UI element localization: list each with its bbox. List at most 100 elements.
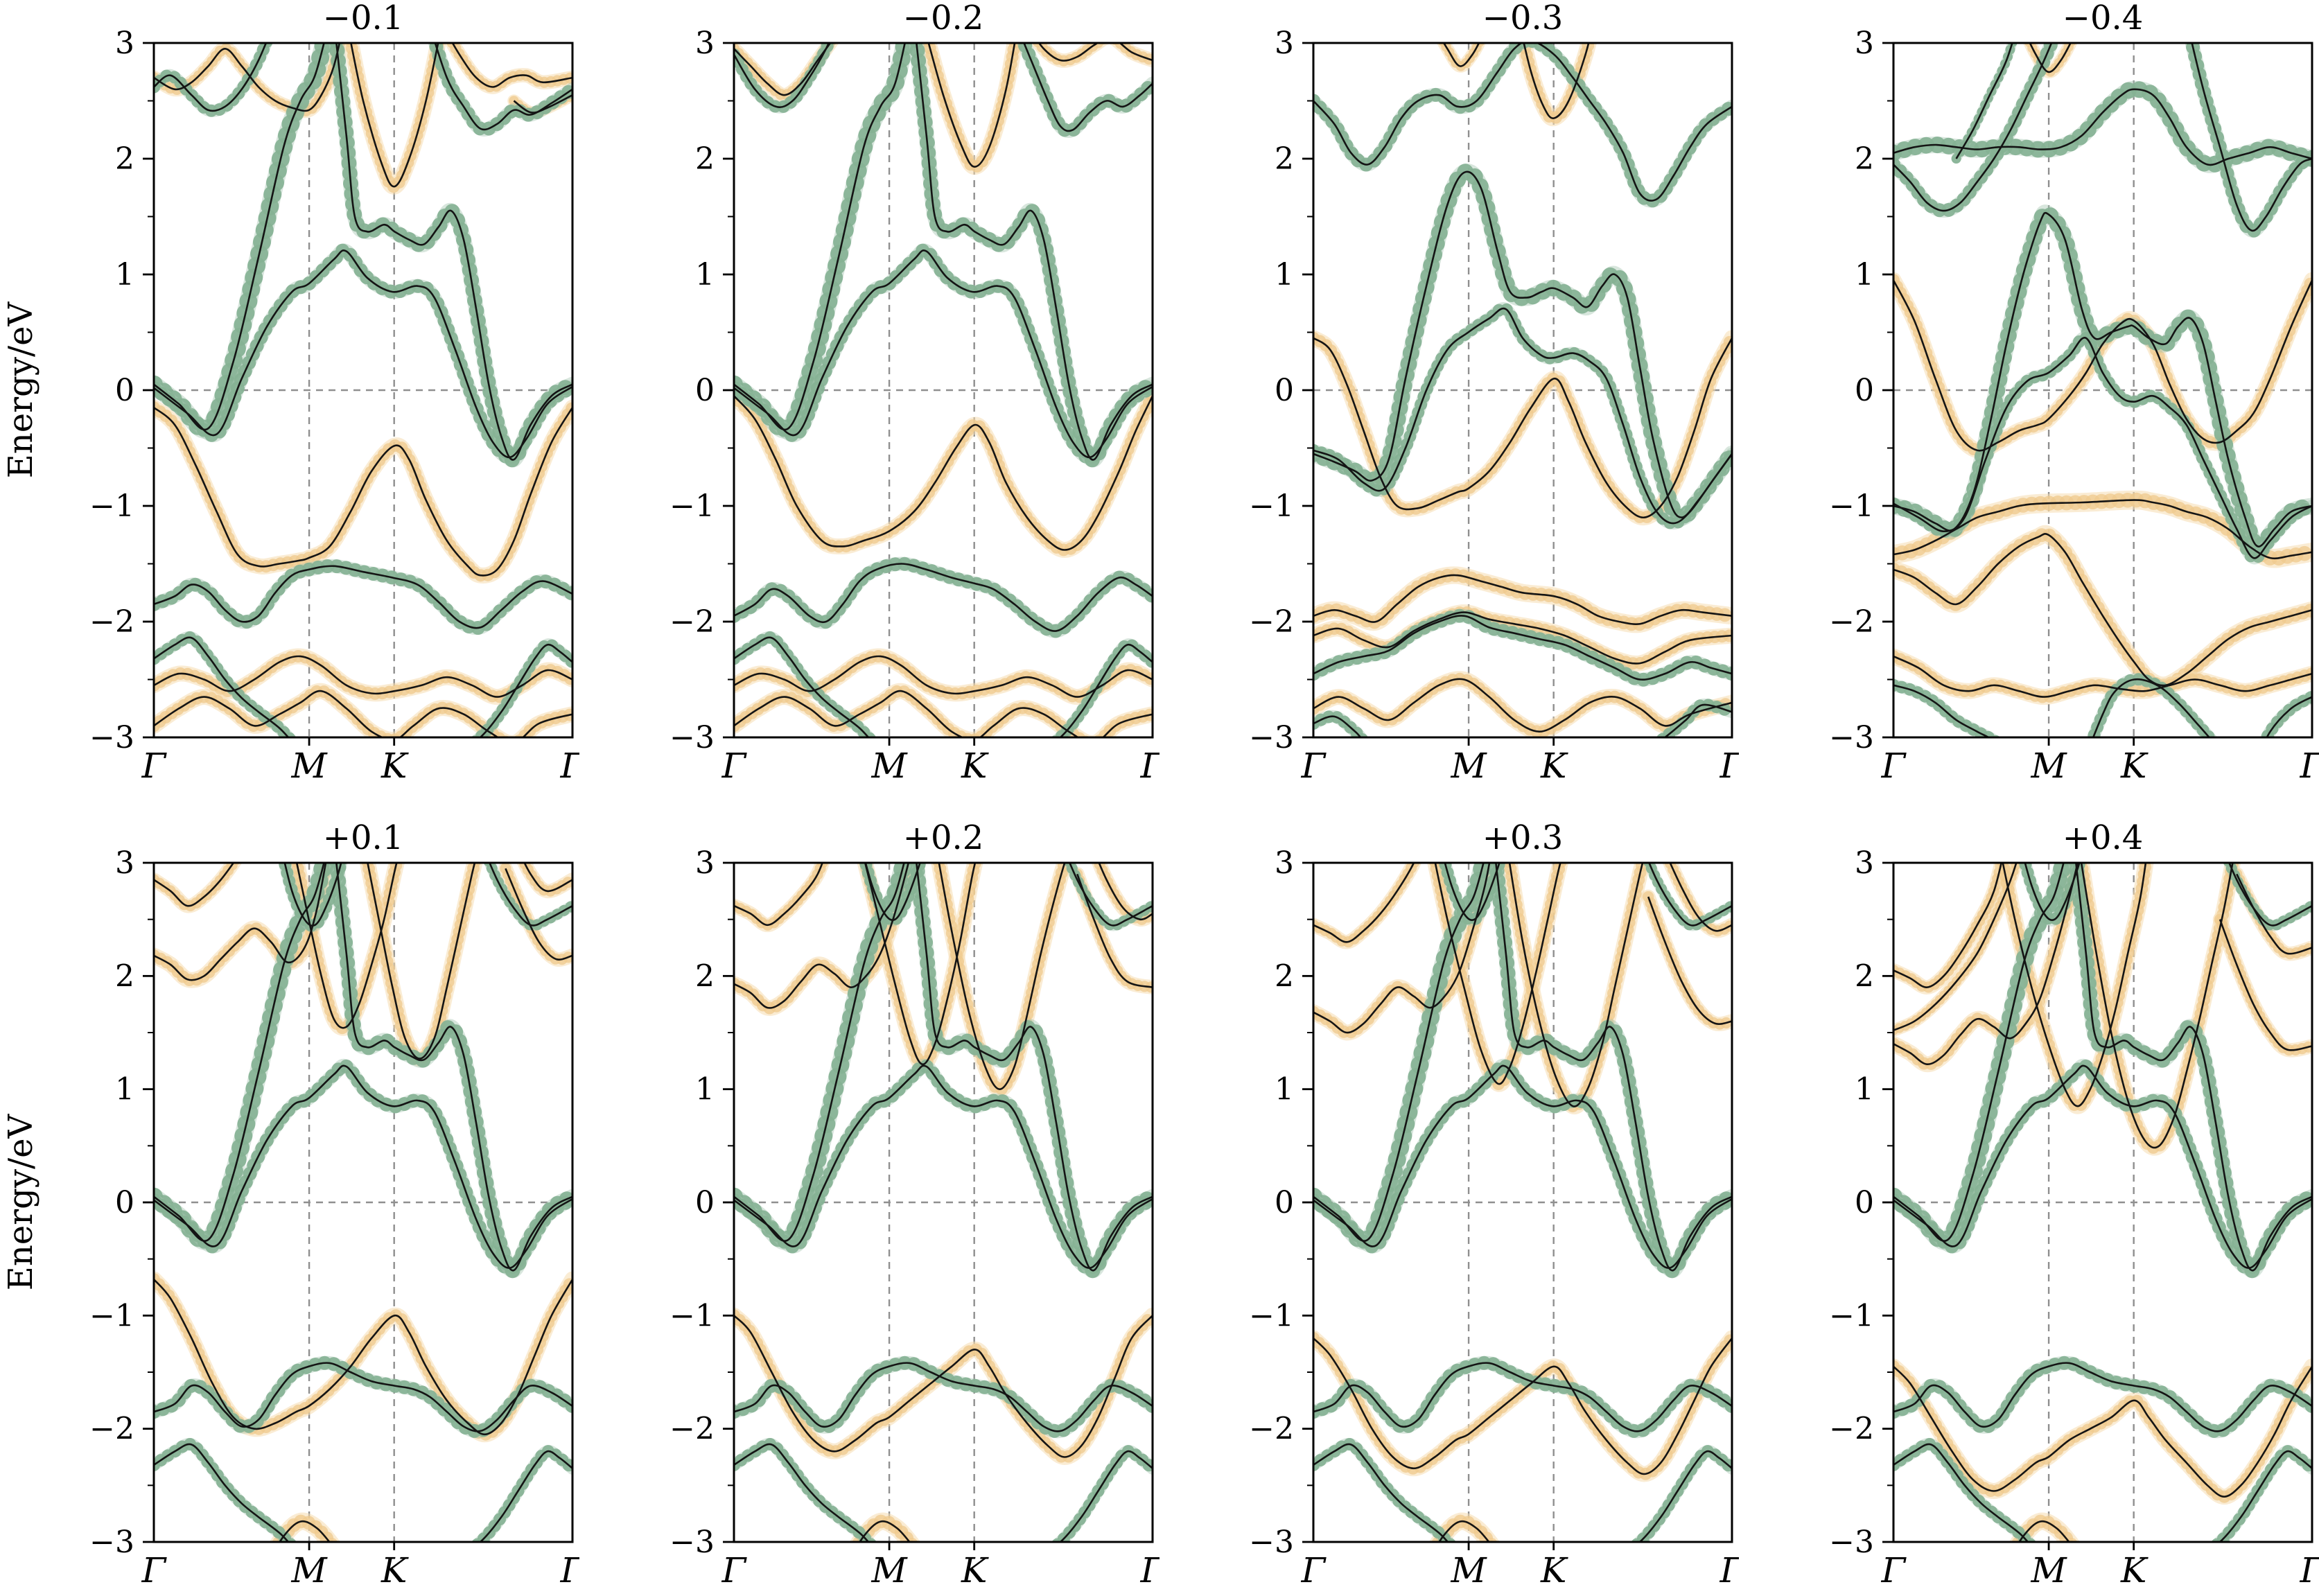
svg-text:K: K — [1540, 746, 1568, 786]
band-line — [2236, 873, 2312, 955]
x-tick-labels: ΓMKΓ — [1881, 746, 2319, 786]
band-line — [1313, 43, 1732, 202]
svg-text:Γ: Γ — [721, 746, 748, 786]
svg-text:−2: −2 — [1829, 604, 1874, 640]
green-band-markers — [329, 863, 572, 1279]
band-line — [488, 863, 572, 927]
band-line — [1893, 88, 2312, 166]
svg-text:1: 1 — [695, 1072, 715, 1107]
orange-band-markers — [154, 1273, 572, 1441]
band-line — [154, 1443, 572, 1542]
band-line — [916, 43, 1153, 461]
x-tick-labels: ΓMKΓ — [721, 746, 1160, 786]
band-line — [734, 43, 830, 108]
green-band-markers — [734, 1438, 1153, 1542]
band-line — [1313, 1362, 1732, 1432]
band-line — [734, 1064, 1153, 1270]
svg-text:−1: −1 — [1249, 489, 1294, 524]
band-line — [367, 863, 476, 1060]
band-line — [1076, 873, 1153, 988]
band-line — [2029, 43, 2072, 73]
band-line — [335, 863, 572, 1272]
band-line — [734, 690, 1153, 737]
svg-text:−2: −2 — [670, 604, 715, 640]
band-line — [2024, 863, 2081, 921]
band-line — [1023, 43, 1153, 132]
svg-text:3: 3 — [1855, 26, 1874, 61]
band-line — [1893, 43, 2053, 212]
band-line — [154, 43, 341, 112]
band-line — [864, 863, 921, 921]
band-line — [1313, 678, 1732, 733]
axis-ticks — [143, 861, 396, 1550]
band-line — [1893, 1362, 2312, 1432]
svg-text:K: K — [961, 1550, 989, 1590]
green-band-markers — [154, 243, 572, 464]
svg-text:0: 0 — [1855, 373, 1874, 408]
band-line — [1038, 43, 1153, 62]
panel-title: +0.2 — [903, 818, 984, 857]
y-tick-labels: 3 2 1 0 −1 −2 −3 — [1829, 26, 1874, 755]
band-line — [350, 43, 439, 188]
x-tick-labels: ΓMKΓ — [141, 1550, 579, 1590]
band-line — [1669, 863, 1732, 932]
band-line — [1313, 615, 1732, 681]
svg-text:Γ: Γ — [1140, 1550, 1160, 1590]
band-line — [1893, 863, 2065, 1242]
svg-text:K: K — [380, 746, 409, 786]
svg-text:2: 2 — [115, 958, 134, 994]
band-line — [2080, 863, 2234, 1149]
band-line — [2191, 43, 2312, 232]
band-line — [1444, 863, 1500, 921]
x-tick-labels: ΓMKΓ — [1301, 746, 1739, 786]
panel-title: −0.4 — [2063, 0, 2144, 37]
bands — [154, 863, 572, 1542]
green-band-markers — [1313, 1059, 1732, 1274]
band-line — [1508, 863, 1644, 1107]
band-line — [1313, 611, 1732, 665]
svg-text:Γ: Γ — [560, 1550, 579, 1590]
y-tick-labels: 3 2 1 0 −1 −2 −3 — [670, 26, 715, 755]
y-tick-labels: 3 2 1 0 −1 −2 −3 — [89, 26, 134, 755]
band-line — [1893, 655, 2312, 698]
band-line — [734, 863, 824, 927]
panel-title: −0.2 — [903, 0, 984, 37]
svg-text:−1: −1 — [89, 489, 134, 524]
band-line — [1313, 307, 1732, 525]
band-line — [864, 863, 977, 1065]
band-line — [154, 863, 327, 981]
svg-text:−1: −1 — [670, 489, 715, 524]
svg-text:2: 2 — [1855, 141, 1874, 177]
svg-text:0: 0 — [115, 1185, 134, 1220]
axis-ticks — [723, 42, 976, 746]
svg-text:3: 3 — [115, 845, 134, 881]
green-band-markers — [154, 559, 572, 635]
band-line — [1313, 1443, 1732, 1542]
band-line — [734, 655, 1153, 698]
orange-band-markers — [734, 1309, 1153, 1463]
svg-text:−2: −2 — [670, 1412, 715, 1447]
bands — [1893, 43, 2312, 737]
y-tick-labels: 3 2 1 0 −1 −2 −3 — [670, 845, 715, 1560]
bands — [154, 43, 572, 737]
band-line — [1434, 863, 1561, 1085]
band-line — [2075, 863, 2312, 1272]
svg-text:K: K — [380, 1550, 409, 1590]
band-line — [1313, 574, 1732, 625]
svg-text:Γ: Γ — [1719, 746, 1739, 786]
panel-title: −0.1 — [323, 0, 404, 37]
band-line — [1893, 1064, 2312, 1270]
bands — [1893, 863, 2312, 1542]
band-line — [938, 863, 1066, 1091]
band-line — [2092, 678, 2211, 737]
svg-text:2: 2 — [1275, 141, 1294, 177]
x-tick-labels: ΓMKΓ — [141, 746, 579, 786]
band-line — [154, 407, 572, 577]
